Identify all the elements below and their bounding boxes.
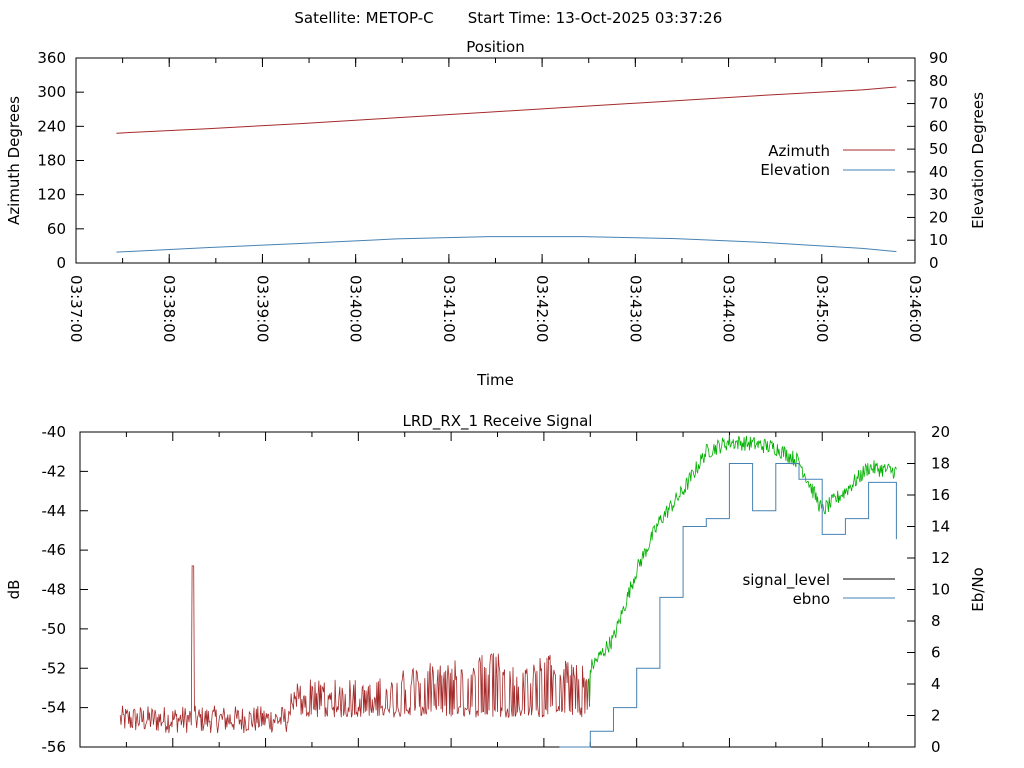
y-tick-label: -56: [42, 738, 67, 756]
y-axis-label: dB: [5, 580, 23, 600]
y2-tick-label: 6: [931, 644, 941, 662]
y2-tick-label: 30: [929, 186, 948, 204]
y2-tick-label: 20: [931, 423, 950, 441]
x-tick-label: 03:39:00: [253, 275, 271, 342]
y2-tick-label: 10: [931, 581, 950, 599]
x-tick-label: 03:43:00: [626, 275, 644, 342]
position-chart: Position 0 60 120 180 240 300 360 0 10 20 30 40 50 60 7…: [5, 38, 987, 389]
x-tick-label: 03:38:00: [160, 275, 178, 342]
x-tick-label: 03:42:00: [533, 275, 551, 342]
y-tick-label: 360: [37, 49, 66, 67]
y2-axis-label: Elevation Degrees: [969, 92, 987, 229]
ebno-series-line: [559, 463, 897, 748]
y-tick-label: -54: [42, 699, 67, 717]
start-time-label: Start Time: 13-Oct-2025 03:37:26: [468, 9, 723, 27]
x-tick-label: 03:37:00: [67, 275, 85, 342]
y2-tick-label: 2: [931, 707, 941, 725]
y-tick-label: -40: [42, 423, 67, 441]
y2-tick-label: 12: [931, 549, 950, 567]
signal-level-series-line-low: [119, 565, 591, 734]
x-tick-label: 03:46:00: [906, 275, 924, 342]
y-tick-label: -46: [42, 541, 67, 559]
azimuth-series-line: [116, 86, 897, 134]
y-axis-label: Azimuth Degrees: [5, 96, 23, 225]
receive-signal-chart: LRD_RX_1 Receive Signal -56 -54 -52 -50 -48 -4…: [5, 412, 987, 756]
x-tick-label: 03:41:00: [440, 275, 458, 342]
y2-tick-label: 40: [929, 163, 948, 181]
y2-tick-label: 90: [929, 49, 948, 67]
y2-tick-label: 16: [931, 486, 950, 504]
y-tick-label: 120: [37, 186, 66, 204]
y-tick-label: -50: [42, 620, 67, 638]
y-tick-label: 0: [56, 254, 66, 272]
y2-tick-label: 14: [931, 518, 950, 536]
y-tick-label: -52: [42, 659, 67, 677]
satellite-label: Satellite: METOP-C: [294, 9, 433, 27]
y-tick-label: -42: [42, 462, 67, 480]
y2-axis-label: Eb/No: [969, 567, 987, 611]
legend-signal-level-label: signal_level: [742, 571, 830, 590]
x-axis-label: Time: [476, 371, 514, 389]
y-tick-label: 180: [37, 152, 66, 170]
x-tick-label: 03:45:00: [813, 275, 831, 342]
y2-tick-label: 70: [929, 95, 948, 113]
legend-azimuth-label: Azimuth: [768, 142, 830, 160]
legend-ebno-label: ebno: [793, 590, 830, 608]
y-tick-label: 60: [47, 220, 66, 238]
y2-tick-label: 50: [929, 140, 948, 158]
signal-level-series-line-high: [588, 435, 897, 707]
y-tick-label: 240: [37, 117, 66, 135]
y2-tick-label: 10: [929, 231, 948, 249]
y2-tick-label: 18: [931, 455, 950, 473]
chart-title: LRD_RX_1 Receive Signal: [403, 412, 593, 431]
x-tick-label: 03:44:00: [720, 275, 738, 342]
y-tick-label: -44: [42, 502, 67, 520]
legend-elevation-label: Elevation: [760, 161, 830, 179]
y2-tick-label: 80: [929, 72, 948, 90]
y-tick-label: -48: [42, 581, 67, 599]
elevation-series-line: [116, 236, 897, 253]
x-tick-label: 03:40:00: [347, 275, 365, 342]
y2-tick-label: 0: [929, 254, 939, 272]
y2-tick-label: 60: [929, 117, 948, 135]
y-tick-label: 300: [37, 83, 66, 101]
chart-title: Position: [466, 38, 524, 56]
y2-tick-label: 4: [931, 675, 941, 693]
y2-tick-label: 0: [931, 738, 941, 756]
y2-tick-label: 8: [931, 612, 941, 630]
y2-tick-label: 20: [929, 208, 948, 226]
